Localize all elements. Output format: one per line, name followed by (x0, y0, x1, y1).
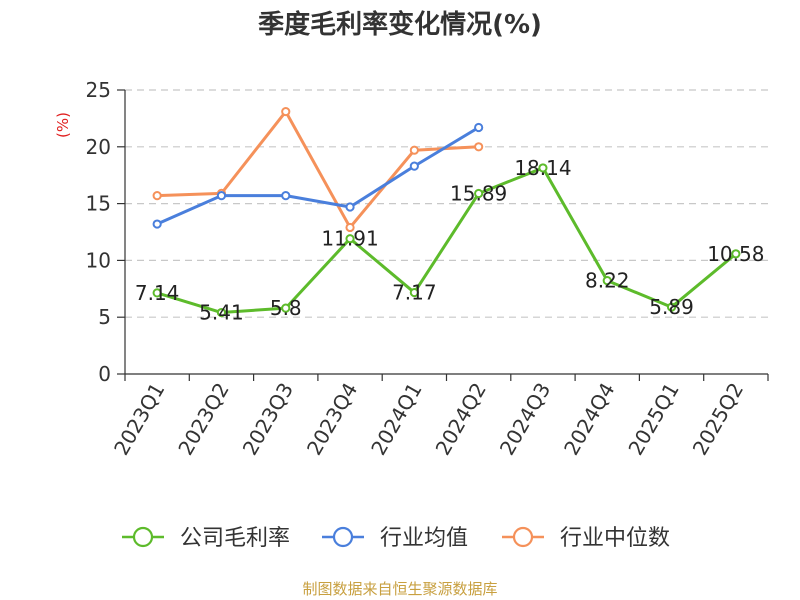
data-point (731, 249, 741, 259)
x-tick-label: 2024Q1 (366, 379, 426, 460)
series-line (156, 126, 480, 226)
y-tick-label: 25 (86, 78, 111, 102)
data-label: 5.8 (270, 296, 302, 320)
data-point (538, 163, 548, 173)
gridlines (125, 89, 768, 318)
data-point (474, 122, 484, 133)
legend-item-0: 公司毛利率 (122, 526, 290, 551)
legend-marker (132, 526, 154, 548)
series-1 (152, 122, 484, 229)
data-point (345, 222, 355, 233)
data-point (474, 142, 484, 152)
data-point (152, 288, 162, 298)
data-point (666, 302, 677, 312)
x-tick-label: 2025Q2 (688, 379, 748, 460)
legend-label: 行业均值 (380, 526, 468, 551)
legend-label: 公司毛利率 (180, 526, 290, 551)
x-tick-label: 2025Q1 (623, 379, 683, 460)
data-point (409, 145, 419, 155)
data-label: 5.89 (649, 295, 694, 319)
y-tick-label: 10 (86, 248, 111, 272)
data-label: 5.41 (199, 301, 244, 325)
series-line (156, 166, 737, 315)
data-point (281, 191, 291, 201)
data-label: 11.91 (321, 227, 378, 251)
x-tick-label: 2024Q4 (559, 379, 619, 460)
axes: 0 5 10 15 20 25 2023Q1 2023Q2 2023Q3 2023Q4 2024Q1… (86, 78, 769, 460)
data-point (152, 219, 162, 229)
data-point (152, 191, 162, 201)
x-tick-label: 2023Q1 (109, 379, 169, 460)
series-lines (152, 106, 741, 318)
y-axis-unit-label: (%) (54, 112, 72, 138)
series-0 (152, 163, 741, 318)
data-label: 7.17 (392, 281, 437, 305)
data-label: 8.22 (585, 269, 630, 293)
data-point (474, 188, 484, 199)
legend-label: 行业中位数 (560, 526, 670, 551)
legend-item-2: 行业中位数 (502, 526, 670, 551)
data-point (216, 191, 227, 201)
x-tick-label: 2023Q4 (302, 379, 362, 460)
x-tick-label: 2024Q3 (495, 379, 555, 460)
source-note: 制图数据来自恒生聚源数据库 (302, 580, 497, 598)
legend-item-1: 行业均值 (322, 526, 468, 551)
data-label: 15.89 (450, 181, 507, 205)
y-tick-label: 15 (86, 192, 111, 216)
data-point (345, 202, 355, 212)
data-point (409, 161, 419, 171)
data-label: 18.14 (514, 156, 571, 180)
x-tick-label: 2023Q3 (238, 379, 298, 460)
x-tick-label: 2024Q2 (431, 379, 491, 460)
data-point (216, 307, 227, 318)
chart-title: 季度毛利率变化情况(%) (258, 9, 542, 40)
data-point (345, 234, 355, 244)
y-tick-label: 5 (98, 305, 111, 329)
legend: 公司毛利率 行业均值 行业中位数 (122, 526, 670, 551)
data-point (281, 106, 291, 117)
y-tick-label: 20 (86, 135, 111, 159)
legend-marker (332, 526, 354, 548)
data-point (281, 303, 291, 313)
data-point (602, 276, 612, 286)
series-2 (152, 106, 484, 233)
data-label: 7.14 (135, 281, 180, 305)
y-tick-label: 0 (98, 362, 111, 386)
series-line (157, 110, 479, 229)
data-label: 10.58 (707, 242, 764, 266)
data-point (409, 287, 419, 298)
data-labels: 7.14 5.41 5.8 11.91 7.17 15.89 18.14 8.22 5.89 10… (135, 156, 765, 325)
x-tick-label: 2023Q2 (173, 379, 233, 460)
legend-marker (512, 526, 534, 548)
